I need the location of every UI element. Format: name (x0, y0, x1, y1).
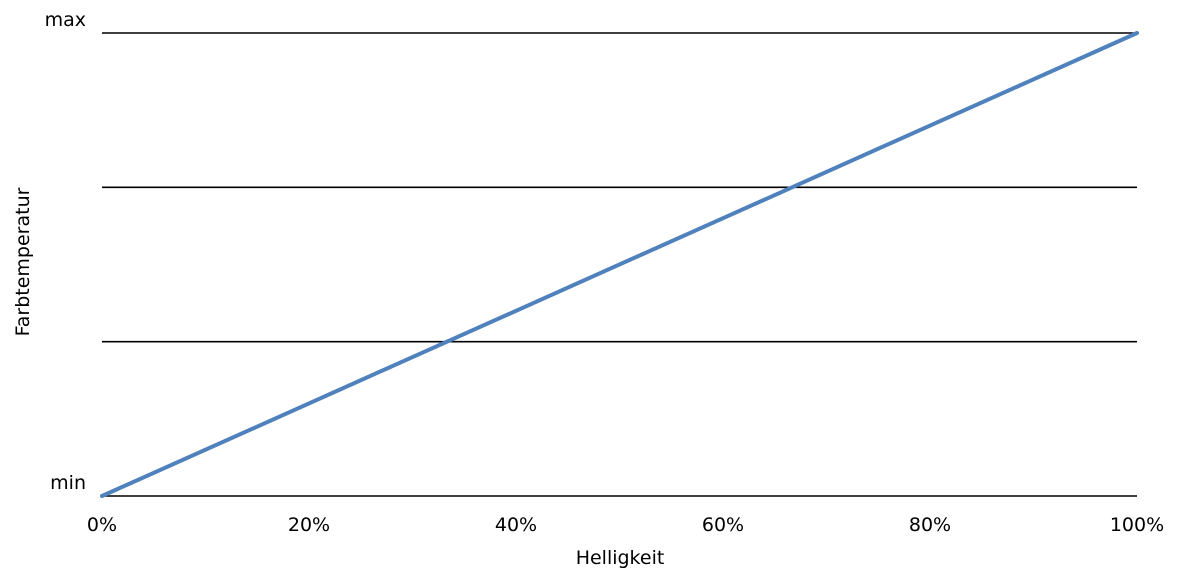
y-tick-label-min: min (50, 472, 86, 494)
x-tick-label-2: 40% (495, 514, 537, 536)
x-tick-label-5: 100% (1110, 514, 1164, 536)
series-line-0 (100, 31, 1139, 498)
x-tick-label-3: 60% (702, 514, 744, 536)
y-tick-labels: min max (45, 9, 86, 494)
y-tick-label-max: max (45, 9, 86, 31)
x-tick-label-4: 80% (909, 514, 951, 536)
grid-lines (102, 32, 1137, 497)
x-tick-label-0: 0% (87, 514, 117, 536)
x-axis-label: Helligkeit (576, 547, 665, 569)
x-tick-label-1: 20% (288, 514, 330, 536)
x-tick-labels: 0% 20% 40% 60% 80% 100% (87, 514, 1164, 536)
series-layer (100, 31, 1139, 498)
y-axis-label: Farbtemperatur (12, 187, 34, 336)
